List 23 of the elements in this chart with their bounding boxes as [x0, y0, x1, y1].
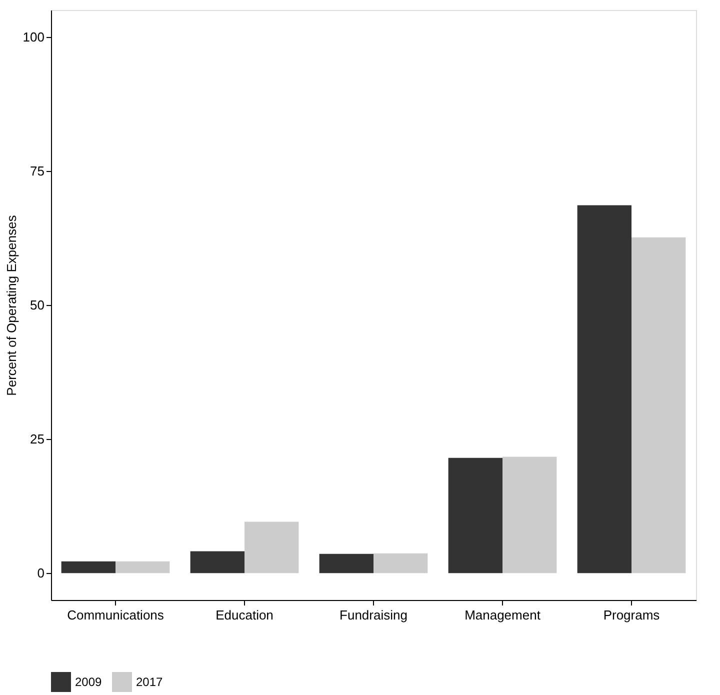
bar [244, 522, 299, 574]
x-tick-label: Management [464, 608, 541, 622]
y-tick-label: 100 [22, 29, 44, 44]
bar [448, 458, 502, 574]
x-tick-label: Education [216, 608, 274, 622]
y-tick-label: 75 [30, 163, 44, 178]
bar [61, 561, 116, 574]
x-tick-label: Programs [603, 608, 660, 622]
y-tick-label: 50 [30, 298, 44, 312]
x-tick-label: Fundraising [340, 608, 408, 622]
x-tick-label: Communications [67, 608, 164, 622]
legend-label: 2017 [136, 675, 164, 689]
bar [190, 551, 244, 574]
y-tick-label: 0 [37, 566, 44, 581]
y-axis-title: Percent of Operating Expenses [4, 214, 19, 396]
bar [632, 237, 686, 574]
bar [374, 553, 428, 574]
bar [502, 456, 557, 574]
legend-label: 2009 [75, 675, 102, 689]
bar [577, 205, 632, 574]
y-tick-label: 25 [30, 432, 44, 447]
bar [319, 554, 374, 574]
bar [116, 561, 170, 574]
